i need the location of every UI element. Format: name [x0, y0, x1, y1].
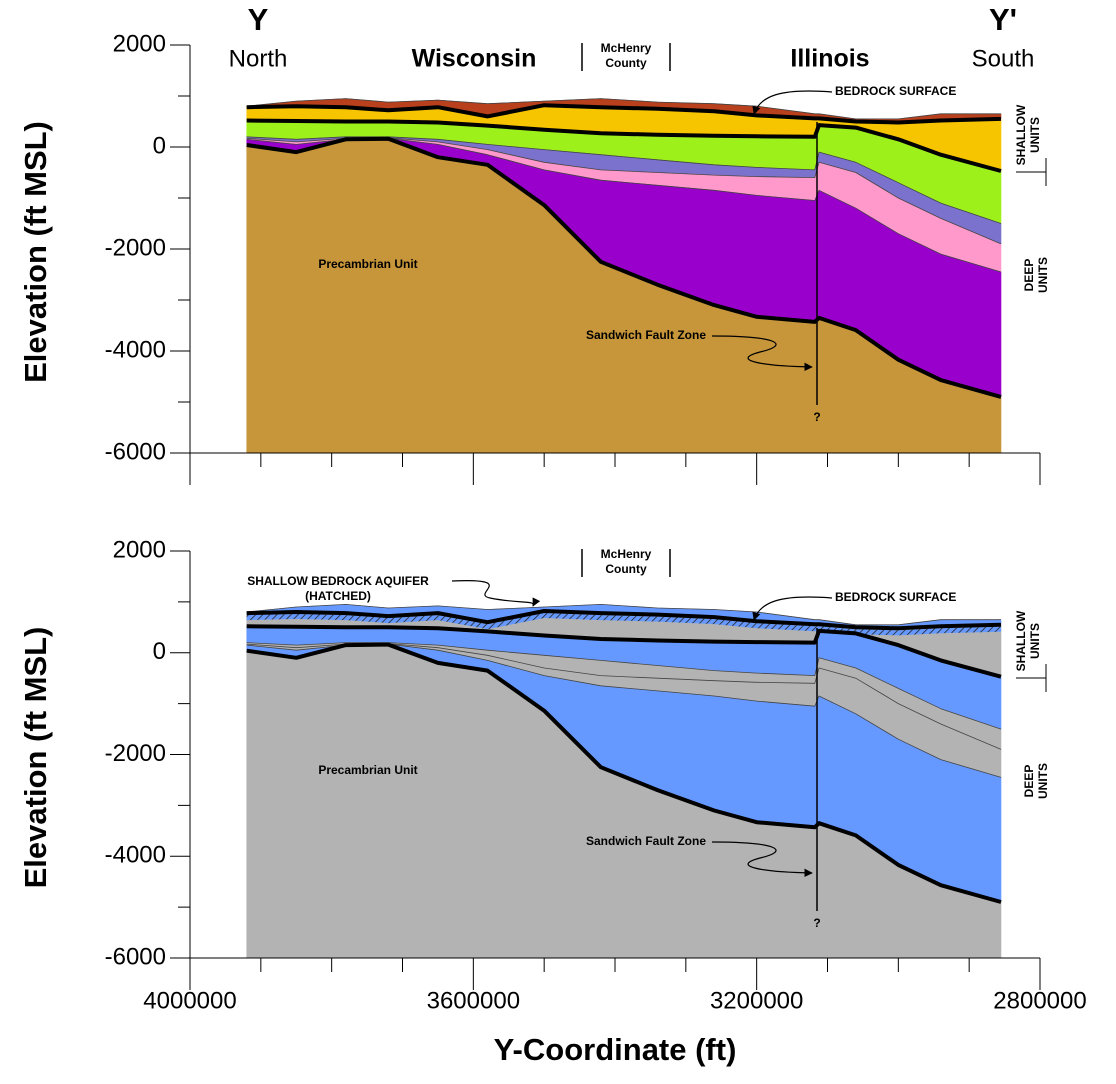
- zone-label: SHALLOW: [1014, 104, 1028, 165]
- zone-label: DEEP: [1022, 765, 1036, 798]
- y-tick-label: 2000: [113, 536, 166, 563]
- bedrock-label: BEDROCK SURFACE: [835, 84, 956, 98]
- cross-section: 2000 0 -2000 -4000 -6000 Elevation (ft MSL) Y Y…: [18, 2, 1050, 485]
- y-tick-label: 2000: [113, 30, 166, 57]
- y-tick-label: -4000: [105, 842, 166, 869]
- figure: 2000 0 -2000 -4000 -6000 Elevation (ft MSL) Y Y…: [0, 0, 1116, 1084]
- y-tick-label: -6000: [105, 438, 166, 465]
- direction-label: North: [229, 45, 288, 72]
- y-tick-label: -6000: [105, 943, 166, 970]
- x-tick-label: 2800000: [993, 987, 1086, 1014]
- y-tick-label: -4000: [105, 336, 166, 363]
- fault-label: Sandwich Fault Zone: [586, 834, 706, 848]
- bedrock-label: BEDROCK SURFACE: [835, 590, 956, 604]
- direction-label: South: [972, 45, 1035, 72]
- y-tick-label: -2000: [105, 740, 166, 767]
- county-label: McHenry: [601, 547, 652, 561]
- zone-label: UNITS: [1036, 763, 1050, 799]
- zone-label: DEEP: [1022, 259, 1036, 292]
- zone-label: UNITS: [1028, 117, 1042, 153]
- x-axis-label: Y-Coordinate (ft): [494, 1032, 737, 1067]
- zone-label: SHALLOW: [1014, 610, 1028, 671]
- fault-label: Sandwich Fault Zone: [586, 328, 706, 342]
- fault-query: ?: [813, 916, 820, 930]
- cross-section: 2000 0 -2000 -4000 -6000 4000000 3600000 320000…: [18, 536, 1087, 1067]
- y-tick-label: 0: [153, 132, 166, 159]
- fault-query: ?: [813, 410, 820, 424]
- zone-label: UNITS: [1028, 623, 1042, 659]
- section-end-label: Y: [248, 2, 269, 37]
- x-tick-label: 4000000: [143, 987, 236, 1014]
- state-label: Wisconsin: [412, 45, 537, 73]
- y-axis-label: Elevation (ft MSL): [18, 627, 53, 889]
- zone-label: UNITS: [1036, 257, 1050, 293]
- unit-label: Precambrian Unit: [318, 257, 417, 271]
- county-label: County: [605, 56, 647, 70]
- y-tick-label: 0: [153, 638, 166, 665]
- y-tick-label: -2000: [105, 234, 166, 261]
- state-label: Illinois: [790, 45, 869, 73]
- x-tick-label: 3200000: [710, 987, 803, 1014]
- unit-label: Precambrian Unit: [318, 763, 417, 777]
- county-label: McHenry: [601, 41, 652, 55]
- county-label: County: [605, 562, 647, 576]
- y-axis-label: Elevation (ft MSL): [18, 121, 53, 383]
- section-end-label: Y': [989, 2, 1017, 37]
- pointer-arrow: [452, 581, 533, 606]
- aquifer-label: (HATCHED): [305, 589, 371, 603]
- aquifer-label: SHALLOW BEDROCK AQUIFER: [247, 574, 429, 588]
- x-tick-label: 3600000: [427, 987, 520, 1014]
